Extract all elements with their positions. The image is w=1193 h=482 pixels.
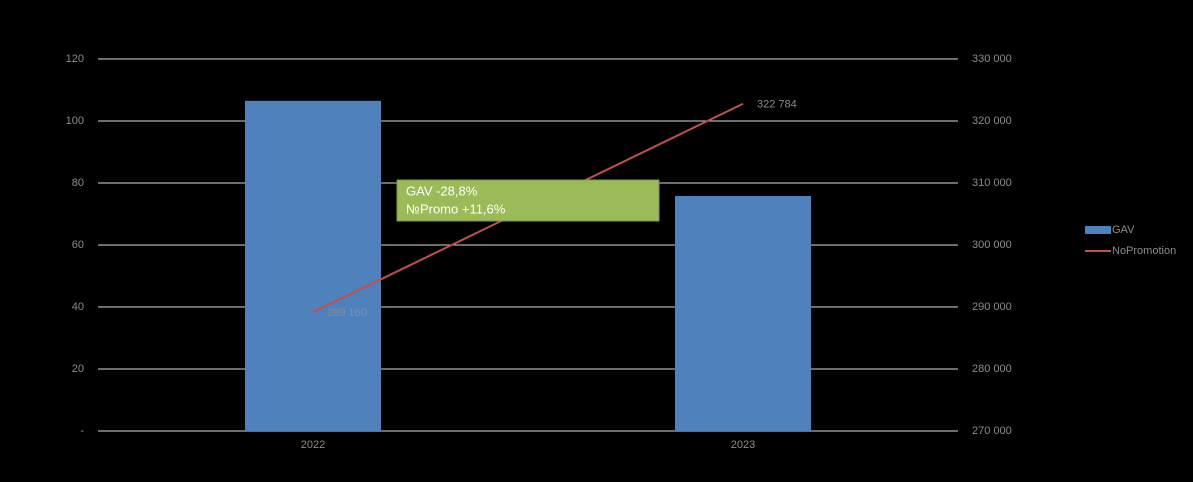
y-tick-label: 100 — [66, 115, 84, 127]
bar — [245, 100, 381, 431]
annotation-box — [396, 179, 660, 222]
y-tick-label: 40 — [72, 301, 84, 313]
legend-label: GAV — [1112, 224, 1135, 236]
data-label: 322 784 — [757, 99, 797, 111]
bar — [675, 196, 811, 431]
y2-tick-label: 290 000 — [972, 301, 1012, 313]
x-tick-label: 2023 — [731, 439, 755, 451]
legend-label: NoPromotion — [1112, 245, 1176, 257]
y2-tick-label: 280 000 — [972, 363, 1012, 375]
data-label: 289 160 — [327, 307, 367, 319]
y2-tick-label: 310 000 — [972, 177, 1012, 189]
legend-swatch — [1085, 226, 1111, 234]
y2-tick-label: 320 000 — [972, 115, 1012, 127]
y2-tick-label: 270 000 — [972, 425, 1012, 437]
y-tick-label: - — [80, 425, 84, 437]
annotation: GAV -28,8% — [406, 183, 478, 198]
y-tick-label: 60 — [72, 239, 84, 251]
y2-tick-label: 330 000 — [972, 53, 1012, 65]
y-tick-label: 80 — [72, 177, 84, 189]
y-tick-label: 120 — [66, 53, 84, 65]
y-tick-label: 20 — [72, 363, 84, 375]
y2-tick-label: 300 000 — [972, 239, 1012, 251]
annotation: №Promo +11,6% — [406, 201, 506, 216]
x-tick-label: 2022 — [301, 439, 325, 451]
